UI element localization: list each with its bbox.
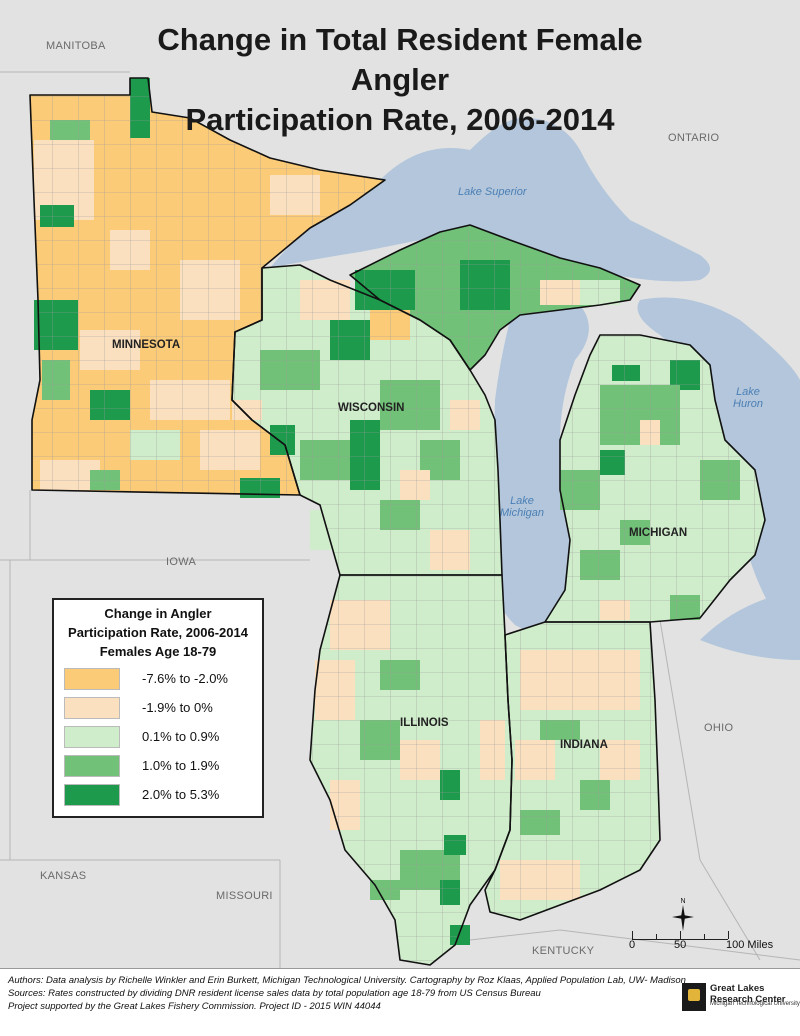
label-minnesota: MINNESOTA xyxy=(112,339,180,351)
label-iowa: IOWA xyxy=(166,556,196,568)
compass-north-label: N xyxy=(680,898,685,905)
legend-title-line2: Participation Rate, 2006-2014 xyxy=(54,623,262,642)
scale-tick xyxy=(656,934,657,939)
legend-class-label: -1.9% to 0% xyxy=(142,700,213,715)
lake-huron-line1: Lake xyxy=(726,386,770,398)
label-ohio: OHIO xyxy=(704,722,733,734)
legend-swatch xyxy=(64,755,120,777)
scale-tick xyxy=(704,934,705,939)
scale-tick xyxy=(728,931,729,939)
label-ontario: ONTARIO xyxy=(668,132,719,144)
label-indiana: INDIANA xyxy=(560,739,608,751)
scale-tick xyxy=(680,931,681,939)
legend-title-line1: Change in Angler xyxy=(54,604,262,623)
scale-label-end: 100 Miles xyxy=(726,939,773,951)
legend-swatch xyxy=(64,726,120,748)
legend-swatch xyxy=(64,668,120,690)
logo-subtitle: Michigan Technological University xyxy=(710,1001,800,1007)
legend-class-label: 0.1% to 0.9% xyxy=(142,729,219,744)
credits-authors: Authors: Data analysis by Richelle Winkl… xyxy=(8,975,686,986)
scale-label-mid: 50 xyxy=(674,939,686,951)
lighthouse-icon xyxy=(682,983,706,1011)
label-lake-superior: Lake Superior xyxy=(458,186,527,198)
label-illinois: ILLINOIS xyxy=(400,717,449,729)
map-title: Change in Total Resident Female Angler P… xyxy=(130,20,670,140)
legend-class-label: -7.6% to -2.0% xyxy=(142,671,228,686)
label-wisconsin: WISCONSIN xyxy=(338,402,404,414)
lake-michigan-line1: Lake xyxy=(500,495,544,507)
label-kansas: KANSAS xyxy=(40,870,86,882)
label-missouri: MISSOURI xyxy=(216,890,273,902)
label-lake-michigan: Lake Michigan xyxy=(500,495,544,519)
credits-project: Project supported by the Great Lakes Fis… xyxy=(8,1001,381,1012)
legend-title: Change in Angler Participation Rate, 200… xyxy=(54,604,262,661)
legend-title-line3: Females Age 18-79 xyxy=(54,642,262,661)
label-kentucky: KENTUCKY xyxy=(532,945,594,957)
credits-footer: Authors: Data analysis by Richelle Winkl… xyxy=(0,968,800,1036)
legend-swatch xyxy=(64,784,120,806)
legend-class-label: 2.0% to 5.3% xyxy=(142,787,219,802)
credits-sources: Sources: Rates constructed by dividing D… xyxy=(8,988,541,999)
label-michigan: MICHIGAN xyxy=(629,527,687,539)
scale-bar: 0 50 100 Miles xyxy=(626,925,786,965)
map-legend: Change in Angler Participation Rate, 200… xyxy=(52,598,264,818)
legend-swatch xyxy=(64,697,120,719)
scale-tick xyxy=(632,931,633,939)
legend-class-label: 1.0% to 1.9% xyxy=(142,758,219,773)
lake-michigan-line2: Michigan xyxy=(500,507,544,519)
lake-huron-line2: Huron xyxy=(726,398,770,410)
label-manitoba: MANITOBA xyxy=(46,40,106,52)
title-line-1: Change in Total Resident Female Angler xyxy=(130,20,670,100)
label-lake-huron: Lake Huron xyxy=(726,386,770,410)
title-line-2: Participation Rate, 2006-2014 xyxy=(130,100,670,140)
scale-label-zero: 0 xyxy=(629,939,635,951)
